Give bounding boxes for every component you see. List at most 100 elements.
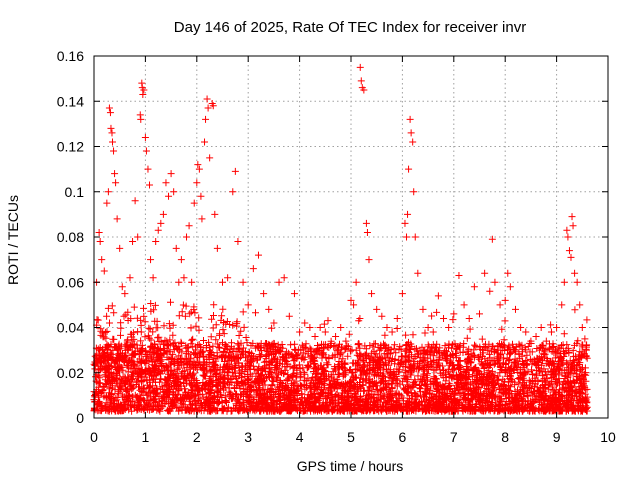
data-point [231, 167, 239, 175]
x-tick-label: 1 [142, 429, 150, 445]
data-point [136, 111, 144, 119]
data-point [98, 256, 106, 264]
data-point [234, 238, 242, 246]
data-point [337, 324, 345, 331]
y-tick-label: 0.04 [57, 320, 84, 336]
data-point [401, 219, 409, 227]
data-point [410, 188, 418, 196]
data-point [414, 269, 422, 277]
data-point [440, 314, 448, 322]
data-point [147, 256, 155, 264]
data-point [445, 324, 453, 331]
data-point [290, 290, 298, 298]
data-point [560, 278, 568, 286]
data-point [177, 256, 185, 264]
data-point [195, 165, 203, 173]
y-tick-label: 0.1 [65, 184, 85, 200]
data-point [134, 233, 142, 241]
data-point [280, 274, 288, 282]
background-points [90, 298, 591, 415]
data-point [109, 138, 117, 146]
x-tick-label: 10 [600, 429, 616, 445]
data-point [405, 165, 413, 173]
data-point [434, 292, 442, 300]
data-point [193, 179, 201, 187]
data-point [571, 269, 579, 277]
data-point [388, 328, 396, 336]
data-point [582, 346, 590, 354]
data-point [121, 290, 129, 298]
data-point [301, 319, 309, 327]
data-point [465, 314, 473, 322]
x-tick-label: 9 [553, 429, 561, 445]
y-tick-label: 0.14 [57, 93, 84, 109]
data-point [506, 283, 514, 291]
data-point [105, 104, 113, 112]
x-axis-label: GPS time / hours [297, 458, 404, 474]
data-point [419, 305, 427, 313]
y-tick-label: 0.16 [57, 48, 84, 64]
data-point [450, 310, 458, 318]
data-point [403, 233, 411, 241]
data-point [116, 244, 124, 252]
y-tick-label: 0 [76, 410, 84, 426]
x-tick-label: 4 [296, 429, 304, 445]
dense-point-cloud [90, 298, 591, 415]
data-point [239, 278, 247, 286]
data-point [569, 222, 577, 230]
data-point [206, 154, 214, 162]
data-point [357, 77, 365, 85]
data-point [154, 226, 162, 234]
data-point [159, 210, 167, 218]
data-point [496, 301, 504, 309]
data-point [224, 274, 232, 282]
x-tick-label: 5 [347, 429, 355, 445]
y-tick-label: 0.08 [57, 229, 84, 245]
data-point [180, 274, 188, 282]
data-point [165, 192, 173, 200]
data-point [104, 188, 112, 196]
data-point [429, 328, 437, 336]
y-tick-label: 0.06 [57, 274, 84, 290]
chart-title: Day 146 of 2025, Rate Of TEC Index for r… [174, 19, 526, 36]
data-point [316, 324, 324, 331]
data-point [146, 181, 154, 189]
data-point [407, 129, 415, 137]
data-point [356, 63, 364, 71]
data-point [108, 129, 116, 137]
data-point [139, 90, 147, 98]
data-point [213, 244, 221, 252]
data-point [144, 165, 152, 173]
data-point [486, 287, 494, 295]
data-point [249, 265, 257, 273]
data-point [188, 278, 196, 286]
data-point [455, 271, 463, 279]
data-point [527, 337, 535, 345]
data-point [393, 314, 401, 322]
data-point [488, 235, 496, 243]
data-point [311, 333, 319, 341]
data-point [201, 138, 209, 146]
data-point [476, 310, 483, 318]
data-point [424, 324, 432, 331]
data-point [149, 274, 157, 282]
data-point [547, 328, 555, 336]
data-point [113, 215, 121, 223]
data-point [197, 192, 205, 200]
data-point [260, 290, 268, 298]
data-point [564, 233, 572, 241]
x-tick-label: 6 [399, 429, 407, 445]
data-point [511, 305, 519, 313]
data-point [183, 233, 191, 241]
data-point [409, 138, 417, 146]
data-point [565, 247, 573, 255]
data-point [553, 324, 561, 331]
data-point [537, 324, 545, 331]
data-point [265, 305, 273, 313]
data-point [209, 102, 217, 110]
data-point [131, 197, 139, 205]
data-point [96, 238, 104, 246]
data-point [296, 328, 304, 336]
data-point [162, 179, 170, 187]
